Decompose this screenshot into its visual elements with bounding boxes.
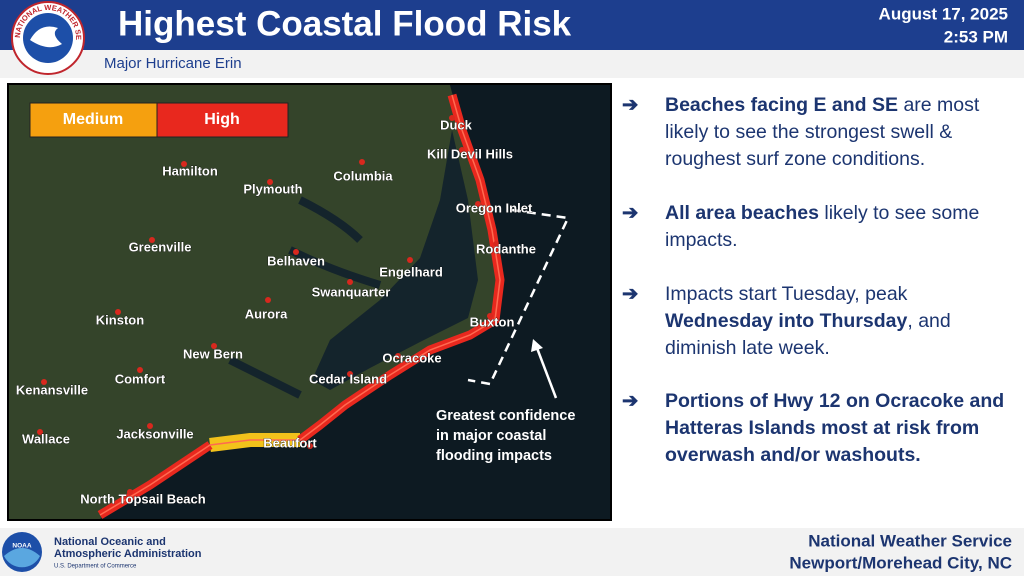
title: Highest Coastal Flood Risk	[118, 4, 572, 43]
agency-line: National Oceanic and	[54, 536, 166, 548]
place-dot	[147, 423, 153, 429]
agency-line: Atmospheric Administration	[54, 548, 202, 560]
place-label: Beaufort	[263, 435, 317, 450]
bullet-text: Beaches facing E and SE	[665, 94, 899, 116]
place-label: Buxton	[470, 314, 515, 329]
noaa-logo-text: NOAA	[12, 543, 31, 550]
place-label: Comfort	[115, 371, 166, 386]
place-label: Duck	[440, 117, 473, 132]
office-line: National Weather Service	[808, 531, 1012, 550]
subtitle: Major Hurricane Erin	[104, 55, 242, 72]
place-dot	[293, 249, 299, 255]
place-dot	[449, 115, 455, 121]
place-dot	[267, 179, 273, 185]
place-dot	[149, 237, 155, 243]
place-label: Engelhard	[379, 264, 443, 279]
place-label: Columbia	[333, 168, 393, 183]
footer-logo: NOAA	[2, 532, 42, 572]
legend-label: High	[204, 111, 240, 128]
place-label: Greenville	[129, 239, 192, 254]
place-dot	[127, 489, 133, 495]
place-dot	[487, 313, 493, 319]
bullet-text: likely to see some impacts.	[665, 202, 980, 251]
bullet-list: ➔ Beaches facing E and SE are most likely…	[622, 92, 1017, 496]
place-label: Oregon Inlet	[456, 200, 533, 215]
subheader-band	[0, 50, 1024, 78]
place-dot	[137, 367, 143, 373]
place-label: Hamilton	[162, 163, 218, 178]
date: August 17, 2025	[879, 4, 1008, 23]
place-dot	[307, 443, 313, 449]
place-dot	[475, 201, 481, 207]
bullet: ➔ Beaches facing E and SE are most likely…	[622, 92, 1017, 173]
place-label: Kenansville	[16, 382, 88, 397]
bullet-arrow: ➔	[622, 390, 639, 412]
place-dot	[41, 379, 47, 385]
annotation: flooding impacts	[436, 448, 552, 464]
place-dot	[181, 161, 187, 167]
place-dot	[347, 279, 353, 285]
bullet-text: Impacts start Tuesday, peak	[665, 283, 908, 305]
place-dot	[211, 343, 217, 349]
bullet-text: are most likely to see the strongest swe…	[665, 94, 980, 170]
bullet-text: Wednesday into Thursday	[665, 310, 908, 332]
place-label: New Bern	[183, 346, 243, 361]
annotation: in major coastal	[436, 428, 546, 444]
bullet: ➔ Impacts start Tuesday, peak Wednesday i…	[622, 281, 1017, 362]
place-label: Aurora	[245, 306, 288, 321]
place-dot	[37, 429, 43, 435]
place-dot	[395, 353, 401, 359]
place-dot	[115, 309, 121, 315]
place-label: Wallace	[22, 431, 70, 446]
place-label: Swanquarter	[312, 284, 391, 299]
bullet-text: All area beaches	[665, 202, 819, 224]
time: 2:53 PM	[944, 27, 1008, 46]
place-dot	[265, 297, 271, 303]
place-label: North Topsail Beach	[80, 491, 206, 506]
bullet-arrow: ➔	[622, 202, 639, 224]
place-label: Kill Devil Hills	[427, 146, 513, 161]
place-label: Rodanthe	[476, 241, 536, 256]
place-label: Jacksonville	[116, 426, 193, 441]
place-dot	[347, 371, 353, 377]
bullet: ➔ All area beaches likely to see some imp…	[622, 200, 1017, 254]
header-band	[0, 0, 1024, 50]
office-line: Newport/Morehead City, NC	[789, 553, 1012, 572]
place-label: Kinston	[96, 312, 144, 327]
bullet-text: , and diminish late week.	[665, 310, 951, 359]
bullet-arrow: ➔	[622, 283, 639, 305]
map	[7, 83, 612, 521]
legend-label: Medium	[63, 111, 123, 128]
bullet-arrow: ➔	[622, 94, 639, 116]
place-label: Plymouth	[243, 181, 302, 196]
place-dot	[407, 257, 413, 263]
place-label: Belhaven	[267, 253, 325, 268]
footer-band	[0, 528, 1024, 576]
place-dot	[493, 241, 499, 247]
bullet: ➔ Portions of Hwy 12 on Ocracoke and Hatt…	[622, 388, 1017, 469]
place-label: Ocracoke	[382, 350, 441, 365]
place-dot	[459, 147, 465, 153]
bullet-text: Portions of Hwy 12 on Ocracoke and Hatte…	[665, 390, 1005, 466]
place-label: Cedar Island	[309, 371, 387, 386]
department: U.S. Department of Commerce	[54, 564, 137, 570]
place-dot	[359, 159, 365, 165]
annotation: Greatest confidence	[436, 408, 575, 424]
